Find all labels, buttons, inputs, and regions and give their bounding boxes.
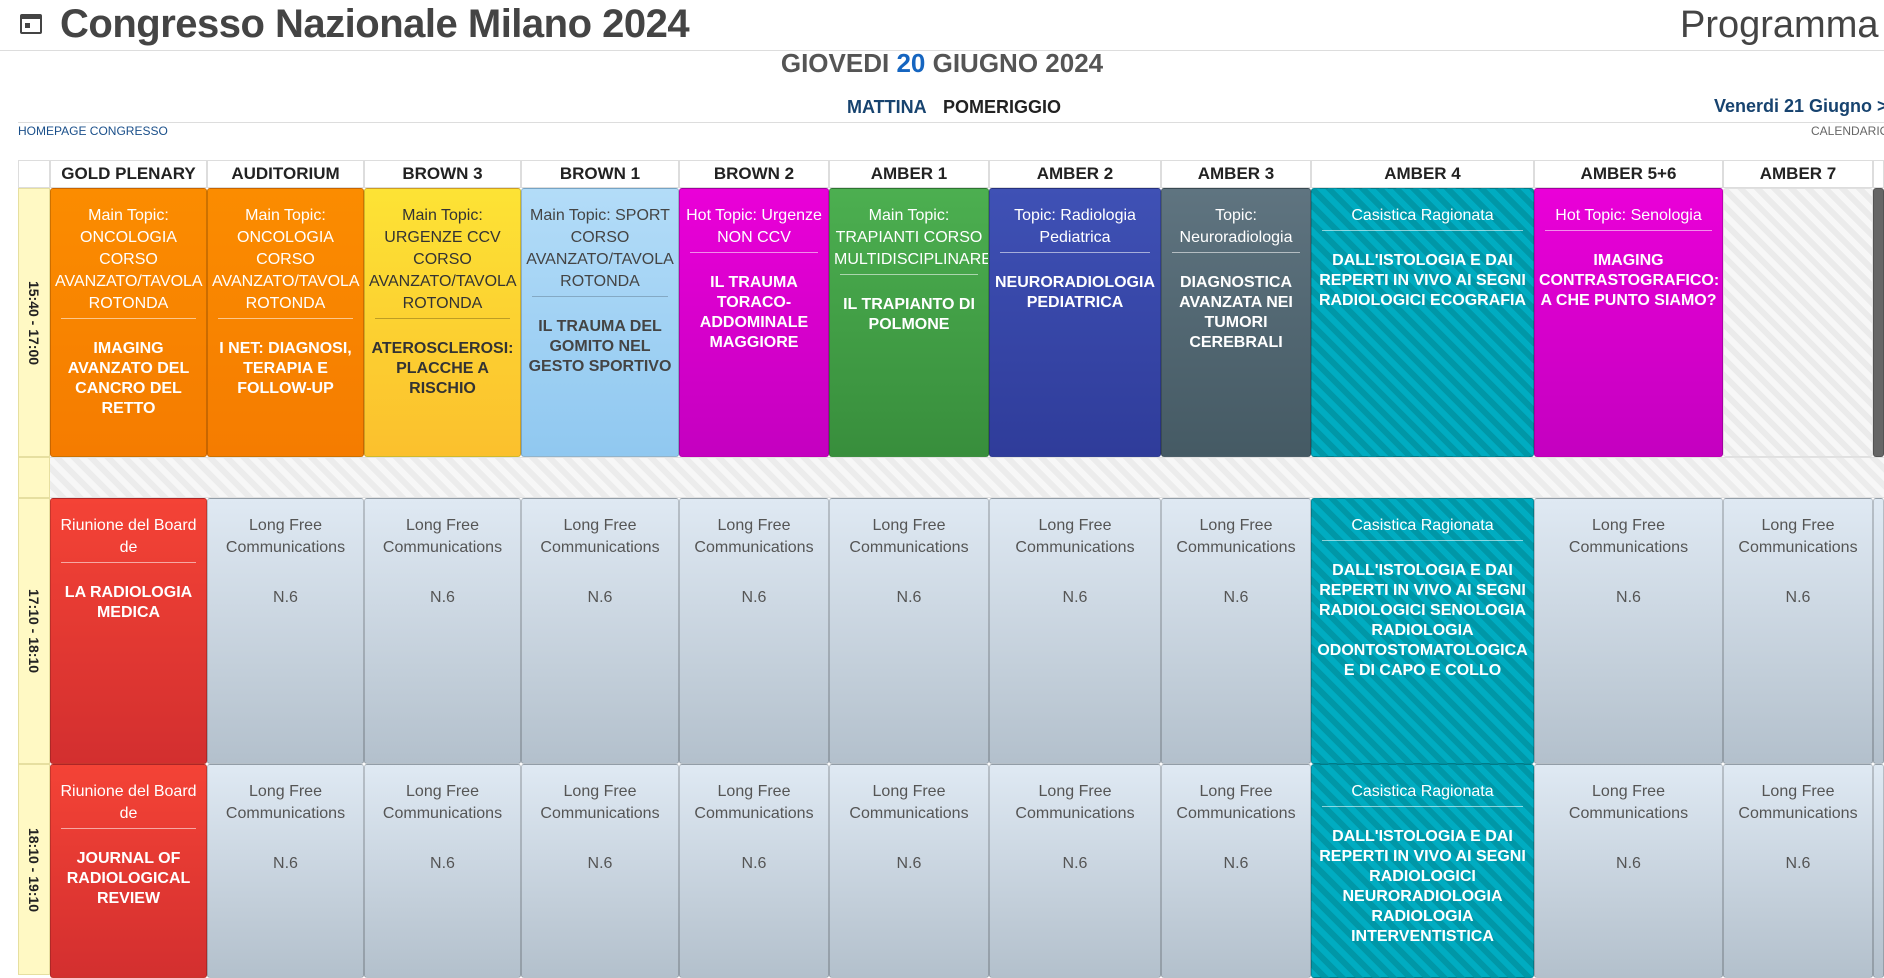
time-slot-label: 15:40 - 17:00 xyxy=(18,188,50,457)
session-card[interactable]: Long Free Communications N.6 xyxy=(521,764,679,978)
corner-cell xyxy=(18,160,50,188)
session-card-partial[interactable] xyxy=(1873,498,1884,764)
session-card[interactable]: Riunione del Board de LA RADIOLOGIA MEDIC… xyxy=(50,498,207,764)
day-weekday: GIOVEDI xyxy=(780,48,890,78)
session-card-partial[interactable] xyxy=(1873,764,1884,978)
room-header: AMBER 1 xyxy=(829,160,989,188)
session-card[interactable]: Long Free Communications N.6 xyxy=(829,498,989,764)
program-title: Programma xyxy=(1680,4,1879,46)
session-card[interactable]: Casistica Ragionata DALL'ISTOLOGIA E DAI … xyxy=(1311,498,1534,764)
session-card[interactable]: Main Topic: SPORT CORSO AVANZATO/TAVOLA … xyxy=(521,188,679,457)
calendar-icon xyxy=(20,14,42,34)
day-number: 20 xyxy=(896,48,926,78)
session-card[interactable]: Topic: Radiologia Pediatrica NEURORADIOLO… xyxy=(989,188,1161,457)
session-card[interactable]: Main Topic: ONCOLOGIA CORSO AVANZATO/TAV… xyxy=(207,188,364,457)
next-day-link[interactable]: Venerdi 21 Giugno >> xyxy=(1714,96,1884,116)
tab-pomeriggio[interactable]: POMERIGGIO xyxy=(943,97,1062,117)
session-card[interactable]: Long Free Communications N.6 xyxy=(521,498,679,764)
session-card[interactable]: Long Free Communications N.6 xyxy=(207,498,364,764)
session-card[interactable]: Main Topic: TRAPIANTI CORSO MULTIDISCIPL… xyxy=(829,188,989,457)
time-slot-break xyxy=(18,457,50,498)
session-card[interactable]: Long Free Communications N.6 xyxy=(829,764,989,978)
session-card[interactable]: Long Free Communications N.6 xyxy=(1161,498,1311,764)
session-card[interactable]: Hot Topic: Urgenze NON CCV IL TRAUMA TORA… xyxy=(679,188,829,457)
break-row xyxy=(50,457,1884,498)
site-title: Congresso Nazionale Milano 2024 xyxy=(60,2,690,46)
session-card[interactable]: Long Free Communications N.6 xyxy=(679,498,829,764)
session-card[interactable]: Casistica Ragionata DALL'ISTOLOGIA E DAI … xyxy=(1311,188,1534,457)
room-header-partial xyxy=(1873,160,1884,188)
session-card[interactable]: Casistica Ragionata DALL'ISTOLOGIA E DAI … xyxy=(1311,764,1534,978)
session-card[interactable]: Topic: Neuroradiologia DIAGNOSTICA AVANZA… xyxy=(1161,188,1311,457)
tab-mattina[interactable]: MATTINA xyxy=(847,97,927,117)
session-card[interactable]: Long Free Communications N.6 xyxy=(1723,764,1873,978)
room-header: BROWN 2 xyxy=(679,160,829,188)
room-header: BROWN 3 xyxy=(364,160,521,188)
session-card[interactable]: Long Free Communications N.6 xyxy=(679,764,829,978)
empty-slot xyxy=(1723,188,1873,457)
room-header: AMBER 2 xyxy=(989,160,1161,188)
session-card-partial[interactable] xyxy=(1873,188,1884,457)
room-header: AMBER 4 xyxy=(1311,160,1534,188)
session-card[interactable]: Long Free Communications N.6 xyxy=(1534,498,1723,764)
session-card[interactable]: Main Topic: ONCOLOGIA CORSO AVANZATO/TAV… xyxy=(50,188,207,457)
day-title: GIOVEDI 20 GIUGNO 2024 xyxy=(0,48,1884,79)
room-header: AMBER 5+6 xyxy=(1534,160,1723,188)
session-card[interactable]: Long Free Communications N.6 xyxy=(207,764,364,978)
session-card[interactable]: Long Free Communications N.6 xyxy=(364,764,521,978)
room-header: AUDITORIUM xyxy=(207,160,364,188)
time-slot-label: 17:10 - 18:10 xyxy=(18,498,50,764)
page-header: Congresso Nazionale Milano 2024 Programm… xyxy=(0,0,1884,51)
session-card[interactable]: Hot Topic: Senologia IMAGING CONTRASTOGRA… xyxy=(1534,188,1723,457)
room-header: AMBER 3 xyxy=(1161,160,1311,188)
session-card[interactable]: Long Free Communications N.6 xyxy=(1723,498,1873,764)
calendar-link[interactable]: CALENDARIO xyxy=(1811,124,1884,138)
time-slot-label: 18:10 - 19:10 xyxy=(18,764,50,975)
session-card[interactable]: Long Free Communications N.6 xyxy=(989,498,1161,764)
session-card[interactable]: Long Free Communications N.6 xyxy=(1161,764,1311,978)
divider xyxy=(18,122,1884,123)
session-card[interactable]: Long Free Communications N.6 xyxy=(989,764,1161,978)
room-header: AMBER 7 xyxy=(1723,160,1873,188)
day-month-year: GIUGNO 2024 xyxy=(932,48,1104,78)
session-card[interactable]: Riunione del Board de JOURNAL OF RADIOLOG… xyxy=(50,764,207,978)
session-card[interactable]: Main Topic: URGENZE CCV CORSO AVANZATO/T… xyxy=(364,188,521,457)
room-header: GOLD PLENARY xyxy=(50,160,207,188)
session-card[interactable]: Long Free Communications N.6 xyxy=(364,498,521,764)
room-header: BROWN 1 xyxy=(521,160,679,188)
homepage-link[interactable]: HOMEPAGE CONGRESSO xyxy=(18,124,168,138)
session-card[interactable]: Long Free Communications N.6 xyxy=(1534,764,1723,978)
